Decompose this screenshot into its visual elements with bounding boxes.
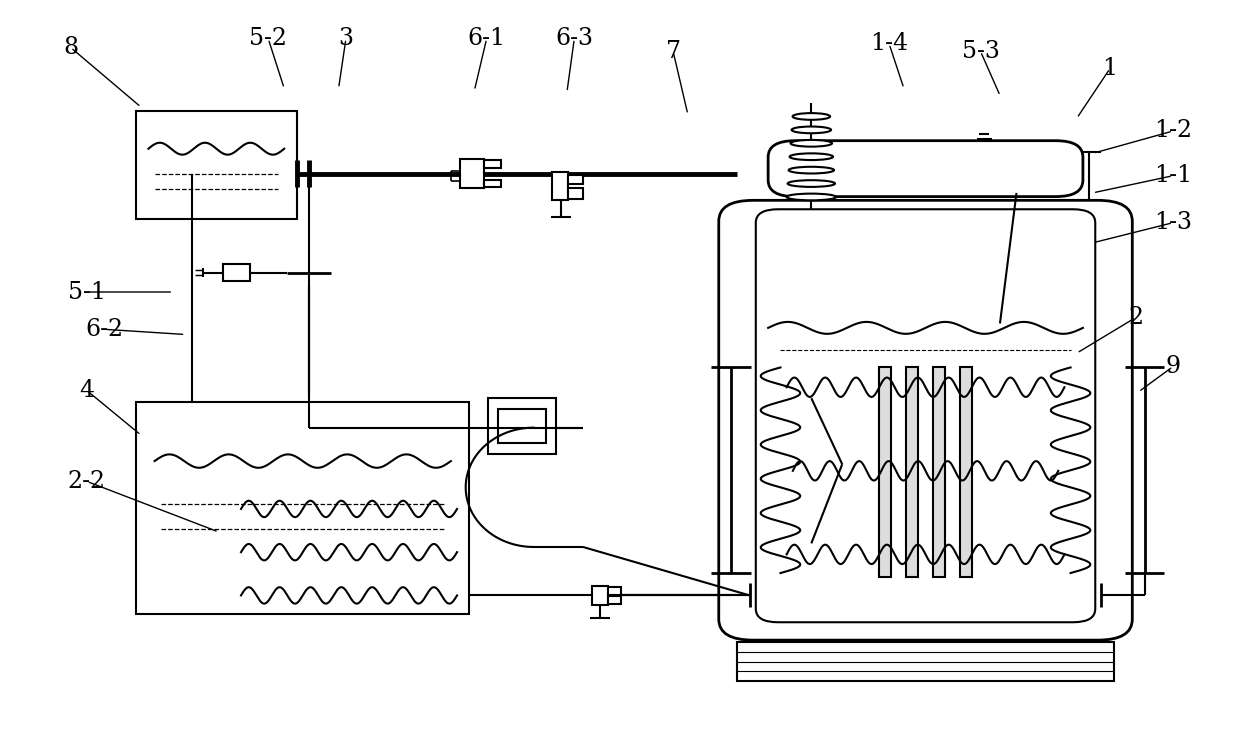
Text: 6-2: 6-2	[84, 318, 123, 341]
Text: 4: 4	[79, 379, 94, 402]
Text: 7: 7	[666, 40, 681, 63]
Bar	[552, 172, 568, 201]
Text: 1-3: 1-3	[1154, 211, 1192, 234]
Text: 2-2: 2-2	[68, 470, 105, 493]
Bar	[932, 367, 945, 577]
Ellipse shape	[787, 180, 835, 187]
Text: 9: 9	[1166, 355, 1180, 378]
Ellipse shape	[789, 167, 835, 173]
Bar	[136, 111, 296, 219]
Ellipse shape	[792, 113, 830, 120]
Bar	[484, 179, 501, 187]
Bar	[879, 367, 892, 577]
Text: 5-3: 5-3	[961, 40, 999, 63]
Bar	[905, 367, 918, 577]
FancyBboxPatch shape	[719, 201, 1132, 640]
Bar	[136, 402, 470, 614]
Bar	[497, 409, 546, 442]
Bar	[568, 175, 583, 184]
FancyBboxPatch shape	[768, 140, 1083, 197]
Ellipse shape	[791, 126, 831, 133]
Text: 1-2: 1-2	[1154, 119, 1192, 143]
Text: 1-1: 1-1	[1154, 164, 1192, 187]
Text: 1: 1	[1102, 57, 1117, 80]
Text: 6-3: 6-3	[556, 27, 593, 50]
Bar	[738, 642, 1114, 681]
Bar	[484, 160, 501, 167]
Bar	[487, 398, 556, 454]
Bar	[591, 586, 608, 605]
Text: 8: 8	[63, 36, 78, 59]
Bar	[608, 587, 621, 595]
Text: 1-4: 1-4	[870, 32, 908, 56]
Bar	[222, 264, 249, 281]
Text: 5-1: 5-1	[68, 281, 105, 303]
Text: 3: 3	[339, 27, 353, 50]
Ellipse shape	[791, 140, 832, 146]
Bar	[460, 158, 484, 189]
Bar	[960, 367, 972, 577]
Text: 5-2: 5-2	[249, 27, 288, 50]
Ellipse shape	[790, 153, 833, 160]
Bar	[568, 189, 583, 199]
Text: 6-1: 6-1	[467, 27, 506, 50]
Ellipse shape	[786, 194, 836, 201]
FancyBboxPatch shape	[756, 210, 1095, 623]
Bar	[608, 596, 621, 604]
Text: 2: 2	[1128, 306, 1143, 329]
